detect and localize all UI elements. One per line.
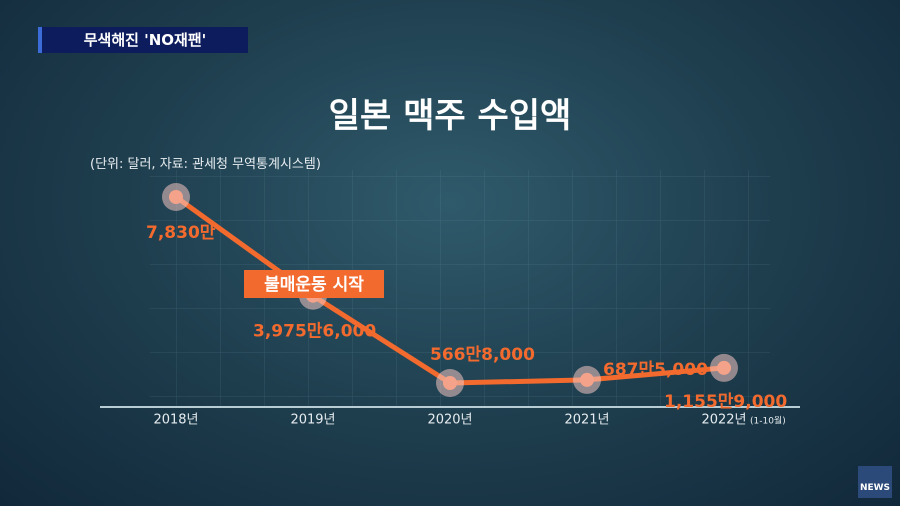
- value-label: 1,155만9,000: [664, 392, 787, 412]
- chart-subtitle: (단위: 달러, 자료: 관세청 무역통계시스템): [90, 157, 321, 172]
- x-tick-label: 2019년: [290, 413, 335, 428]
- value-label: 3,975만6,000: [253, 322, 376, 342]
- point: [169, 190, 183, 204]
- point: [580, 372, 594, 387]
- value-label: 687만5,000: [603, 360, 708, 380]
- x-tick-label: 2018년: [153, 413, 198, 428]
- news-banner: 무색해진 'NO재팬': [38, 27, 248, 53]
- x-tick-label: 2020년: [427, 413, 472, 428]
- chart-title: 일본 맥주 수입액: [328, 96, 572, 136]
- x-tick-label: 2022년: [701, 413, 746, 428]
- channel-logo: NEWS: [858, 466, 892, 498]
- category-note: (1-10월): [750, 415, 786, 427]
- point: [443, 376, 457, 390]
- value-label: 566만8,000: [430, 345, 535, 365]
- x-tick-label: 2021년: [564, 413, 609, 428]
- point: [717, 360, 731, 375]
- annotation: 불매운동 시작: [264, 275, 364, 295]
- plot: 2018년 2019년 2020년 2021년 2022년 (1-10월) 7,830만 3,…: [146, 183, 787, 428]
- value-label: 7,830만: [146, 223, 216, 243]
- annotation-box: [244, 270, 384, 298]
